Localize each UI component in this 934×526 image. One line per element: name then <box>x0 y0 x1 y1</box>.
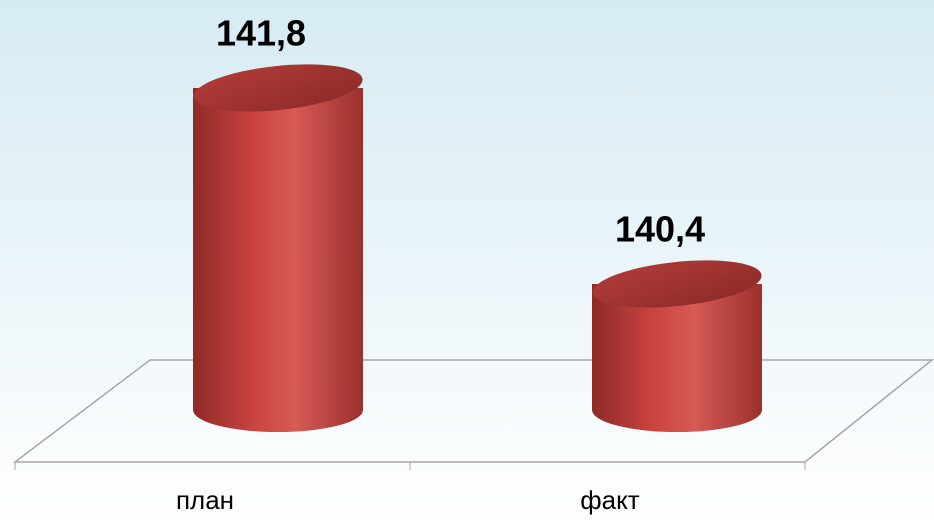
cylinder-top <box>592 260 762 308</box>
category-label: план <box>176 485 234 515</box>
category-label: факт <box>580 485 640 515</box>
value-label: 140,4 <box>615 209 705 250</box>
cylinder-body <box>193 88 363 432</box>
value-label: 141,8 <box>216 13 306 54</box>
cylinder-top <box>193 64 363 112</box>
bars <box>193 64 762 432</box>
cylinder-body <box>592 284 762 432</box>
